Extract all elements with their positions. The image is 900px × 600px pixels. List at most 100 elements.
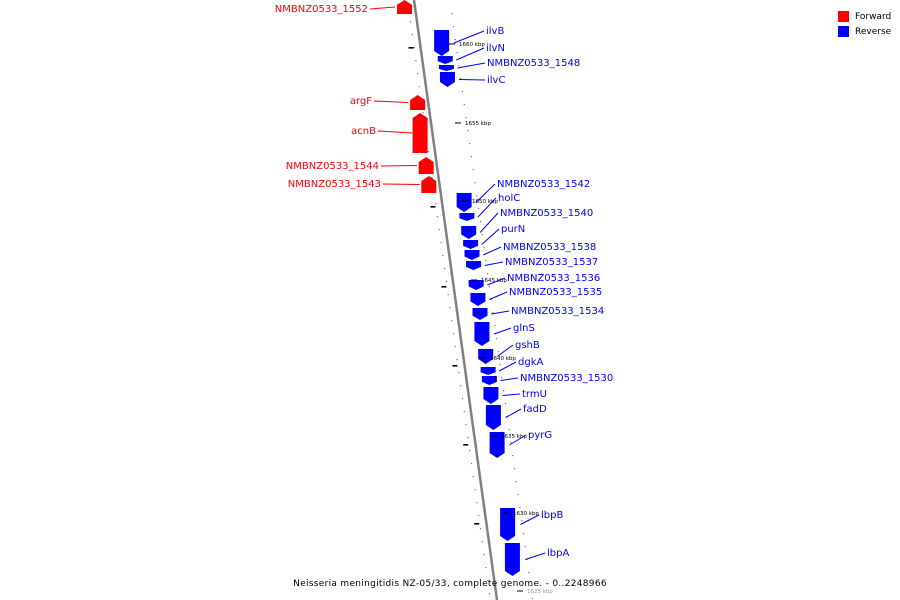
track-dot: [435, 203, 437, 205]
gene-label[interactable]: gshB: [515, 340, 540, 351]
gene-feature[interactable]: [489, 432, 505, 458]
track-dot: [467, 130, 469, 132]
gene-feature[interactable]: [470, 293, 486, 306]
legend-label-reverse: Reverse: [855, 26, 892, 37]
track-dot: [451, 13, 453, 15]
gene-label[interactable]: holC: [498, 193, 520, 204]
label-leader: [373, 100, 409, 103]
gene-label[interactable]: NMBNZ0533_1540: [500, 208, 593, 219]
gene-label[interactable]: NMBNZ0533_1542: [497, 179, 590, 190]
track-dot: [513, 468, 516, 470]
genome-backbone: [412, 0, 499, 600]
track-dot: [517, 494, 519, 496]
gene-label[interactable]: NMBNZ0533_1534: [511, 306, 604, 317]
gene-feature[interactable]: [456, 193, 472, 212]
track-dot: [458, 372, 460, 374]
gene-feature[interactable]: [459, 213, 475, 221]
gene-label[interactable]: NMBNZ0533_1544: [286, 161, 379, 172]
track-dot: [486, 273, 489, 275]
scale-tick-label: 1625 kbp: [527, 589, 553, 595]
gene-label[interactable]: NMBNZ0533_1543: [288, 179, 381, 190]
gene-feature[interactable]: [439, 72, 455, 87]
gene-label[interactable]: NMBNZ0533_1538: [503, 242, 596, 253]
track-dot: [456, 52, 458, 54]
gene-feature[interactable]: [485, 405, 501, 430]
gene-feature[interactable]: [480, 367, 496, 375]
gene-label[interactable]: argF: [350, 96, 372, 107]
gene-feature[interactable]: [418, 157, 434, 174]
gene-label[interactable]: ilvC: [487, 75, 505, 86]
map-caption: Neisseria meningitidis NZ-05/33, complet…: [293, 579, 607, 589]
track-dot: [478, 208, 480, 210]
track-dot: [470, 463, 473, 465]
track-dash: [441, 286, 447, 288]
gene-feature[interactable]: [500, 508, 516, 541]
gene-label[interactable]: purN: [501, 224, 525, 235]
track-dot: [454, 39, 456, 41]
track-dot: [494, 325, 496, 327]
track-dot: [479, 528, 482, 530]
legend-label-forward: Forward: [855, 11, 892, 22]
track-dot: [461, 91, 464, 93]
track-dot: [530, 585, 532, 587]
gene-label[interactable]: NMBNZ0533_1536: [507, 273, 600, 284]
gene-feature[interactable]: [463, 240, 479, 249]
track-dot: [456, 359, 458, 361]
track-dot: [474, 182, 476, 184]
gene-feature[interactable]: [478, 349, 494, 364]
gene-feature[interactable]: [468, 280, 484, 290]
label-leader: [482, 246, 502, 256]
scale-tick-label: 1630 kbp: [513, 511, 539, 517]
gene-label[interactable]: lbpB: [541, 510, 563, 521]
legend: Forward Reverse: [838, 9, 891, 39]
track-dot: [452, 333, 455, 335]
gene-label[interactable]: NMBNZ0533_1530: [520, 373, 613, 384]
track-dash: [474, 523, 480, 525]
gene-feature[interactable]: [438, 65, 454, 71]
gene-label[interactable]: ilvN: [486, 43, 505, 54]
track-dot: [431, 177, 433, 179]
label-leader: [457, 62, 486, 69]
gene-label[interactable]: lbpA: [547, 548, 569, 559]
scale-tick-label: 1640 kbp: [490, 356, 516, 362]
gene-feature[interactable]: [481, 376, 497, 385]
gene-label[interactable]: NMBNZ0533_1548: [487, 58, 580, 69]
gene-feature[interactable]: [410, 95, 426, 110]
gene-label[interactable]: glnS: [513, 323, 535, 334]
gene-feature[interactable]: [466, 261, 482, 270]
gene-label[interactable]: acnB: [351, 126, 376, 137]
gene-label[interactable]: trmU: [522, 389, 547, 400]
gene-feature[interactable]: [472, 308, 488, 320]
label-leader: [498, 361, 517, 372]
track-dot: [413, 47, 415, 49]
gene-feature[interactable]: [483, 387, 499, 404]
gene-feature[interactable]: [504, 543, 520, 576]
gene-label[interactable]: NMBNZ0533_1537: [505, 257, 598, 268]
gene-label[interactable]: fadD: [523, 404, 547, 415]
gene-feature[interactable]: [412, 113, 428, 153]
track-dot: [524, 546, 526, 548]
gene-feature[interactable]: [421, 176, 437, 193]
label-leader: [377, 130, 413, 134]
gene-feature[interactable]: [474, 322, 490, 346]
track-dot: [476, 195, 478, 197]
gene-feature[interactable]: [464, 250, 480, 260]
gene-label[interactable]: pyrG: [528, 430, 552, 441]
gene-feature[interactable]: [434, 30, 450, 56]
track-dot: [415, 60, 417, 62]
label-leader: [479, 212, 499, 233]
gene-feature[interactable]: [461, 226, 477, 239]
gene-label[interactable]: NMBNZ0533_1552: [275, 4, 368, 15]
feature-track: [397, 0, 520, 576]
gene-label[interactable]: dgkA: [518, 357, 543, 368]
gene-label[interactable]: NMBNZ0533_1535: [509, 287, 602, 298]
label-leader: [382, 183, 420, 185]
gene-feature[interactable]: [397, 0, 412, 14]
track-dot: [521, 520, 523, 522]
gene-label[interactable]: ilvB: [486, 26, 504, 37]
gene-feature[interactable]: [437, 56, 453, 64]
track-dot: [463, 411, 465, 413]
track-dot: [522, 533, 525, 535]
label-leader: [380, 165, 417, 167]
track-dot: [531, 598, 534, 600]
